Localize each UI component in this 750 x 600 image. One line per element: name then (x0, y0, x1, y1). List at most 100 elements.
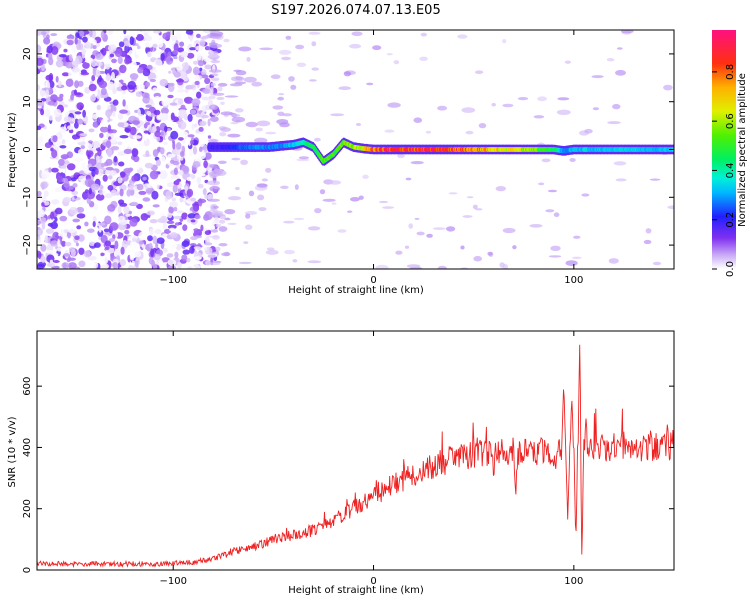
noise-speckle (166, 56, 171, 64)
noise-speckle (89, 94, 96, 102)
noise-speckle (220, 111, 233, 116)
noise-speckle (256, 120, 271, 127)
noise-speckle (124, 57, 131, 65)
noise-speckle (437, 265, 447, 269)
noise-speckle (120, 246, 125, 255)
noise-speckle (124, 104, 129, 110)
noise-speckle (86, 150, 93, 155)
noise-speckle (143, 130, 150, 134)
noise-speckle (51, 199, 60, 205)
noise-speckle (362, 174, 369, 179)
noise-speckle (204, 152, 212, 160)
noise-speckle (235, 108, 244, 113)
noise-speckle (202, 188, 207, 196)
noise-speckle (37, 57, 44, 66)
noise-speckle (87, 228, 95, 233)
noise-speckle (37, 143, 45, 147)
noise-speckle (176, 155, 182, 160)
noise-speckle (107, 104, 111, 111)
noise-speckle (145, 81, 151, 88)
noise-speckle (197, 60, 204, 67)
noise-speckle (606, 58, 615, 62)
noise-speckle (224, 95, 239, 98)
spectrogram-x-label: Height of straight line (km) (288, 285, 424, 296)
noise-speckle (193, 246, 202, 250)
noise-speckle (204, 211, 213, 221)
noise-speckle (278, 93, 285, 96)
colorbar-tick-label: 0.8 (725, 64, 736, 80)
noise-speckle (446, 226, 456, 232)
noise-speckle (308, 31, 321, 35)
noise-speckle (208, 69, 222, 73)
noise-speckle (37, 125, 42, 131)
noise-speckle (113, 155, 118, 163)
noise-speckle (68, 129, 74, 134)
noise-speckle (50, 240, 59, 247)
noise-speckle (366, 82, 374, 86)
noise-speckle (142, 197, 151, 202)
noise-speckle (143, 35, 153, 42)
noise-speckle (204, 194, 210, 199)
noise-speckle (41, 255, 46, 263)
noise-speckle (218, 160, 227, 164)
noise-speckle (215, 246, 221, 252)
noise-speckle (191, 263, 201, 269)
noise-speckle (117, 177, 123, 184)
noise-speckle (61, 139, 66, 145)
noise-speckle (167, 128, 171, 132)
noise-speckle (67, 228, 76, 233)
noise-speckle (62, 167, 66, 174)
noise-speckle (74, 121, 79, 129)
x-tick-label: 0 (370, 275, 376, 286)
noise-speckle (78, 247, 85, 255)
noise-speckle (204, 230, 212, 236)
noise-speckle (256, 183, 268, 188)
noise-speckle (136, 45, 141, 50)
noise-speckle (229, 83, 243, 87)
noise-speckle (70, 177, 77, 182)
noise-speckle (176, 261, 182, 269)
noise-speckle (517, 97, 529, 101)
noise-speckle (189, 90, 198, 95)
noise-speckle (564, 60, 572, 64)
noise-speckle (63, 253, 71, 257)
noise-speckle (337, 229, 347, 233)
noise-speckle (55, 60, 64, 68)
noise-speckle (591, 75, 604, 79)
noise-speckle (58, 80, 62, 88)
noise-speckle (117, 151, 126, 156)
noise-speckle (57, 175, 63, 182)
noise-speckle (227, 196, 242, 201)
noise-speckle (77, 77, 84, 82)
noise-speckle (129, 36, 134, 46)
noise-speckle (192, 204, 200, 212)
noise-speckle (243, 241, 249, 244)
noise-speckle (285, 35, 292, 40)
colorbar-tick-label: 0.0 (725, 261, 736, 277)
snr-y-ticks: 0 200 400 600 (22, 377, 674, 573)
noise-speckle (122, 99, 126, 107)
noise-speckle (265, 131, 277, 135)
noise-speckle (529, 224, 543, 228)
noise-speckle (170, 130, 179, 140)
noise-speckle (408, 223, 414, 229)
noise-speckle (478, 123, 487, 129)
noise-speckle (173, 207, 178, 212)
colorbar: 0.0 0.2 0.4 0.6 0.8 Normalized spectral ampl… (712, 30, 748, 277)
noise-speckle (136, 84, 141, 90)
noise-speckle (209, 185, 221, 192)
noise-speckle (77, 118, 84, 125)
noise-speckle (105, 140, 112, 149)
noise-speckle (288, 76, 295, 82)
noise-speckle (186, 258, 191, 263)
noise-speckle (156, 184, 160, 190)
noise-speckle (52, 231, 60, 241)
noise-speckle (168, 70, 172, 74)
noise-speckle (53, 260, 60, 263)
noise-speckle (156, 136, 161, 142)
noise-speckle (104, 257, 109, 264)
noise-speckle (149, 69, 157, 73)
noise-speckle (556, 109, 571, 116)
snr-series (37, 344, 674, 569)
